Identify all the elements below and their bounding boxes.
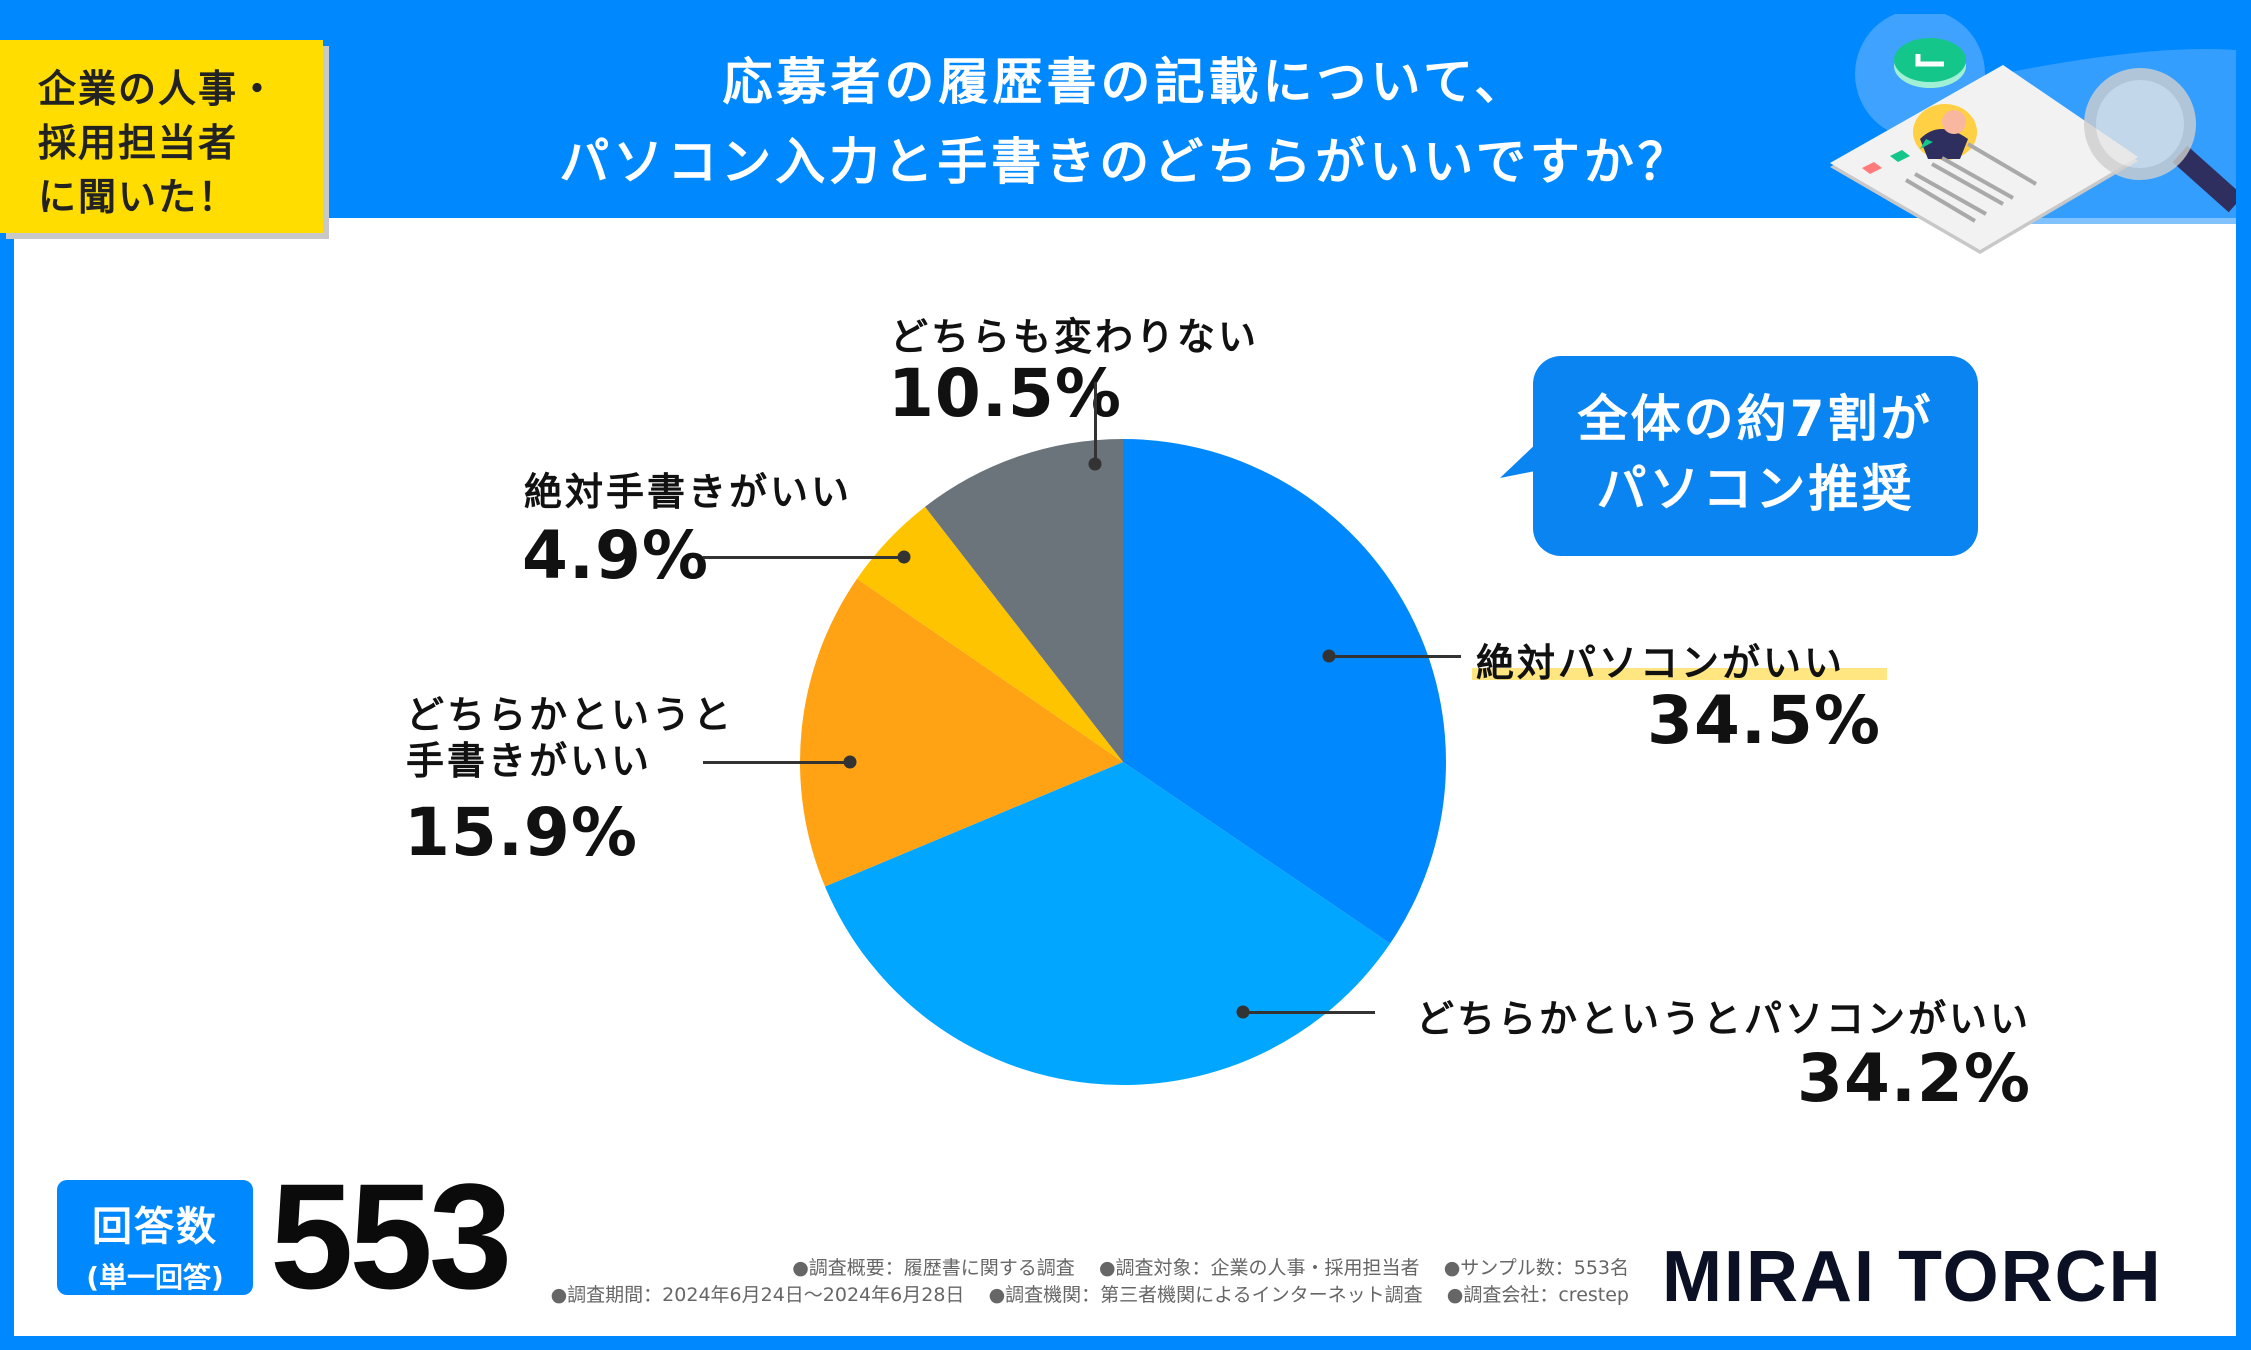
footer-item: ●調査概要：履歴書に関する調査	[792, 1257, 1075, 1279]
page-title-line1: 応募者の履歴書の記載について、	[722, 53, 1529, 111]
footer-item: ●調査会社：crestep	[1446, 1284, 1629, 1306]
pie-slice-0	[1123, 439, 1446, 944]
footer-item: ●サンプル数：553名	[1443, 1257, 1629, 1279]
pie-slice-4	[925, 439, 1123, 762]
value-rather-pc: 34.2%	[1797, 1040, 2031, 1117]
pie-slice-3	[856, 506, 1123, 762]
footer-item: ●調査機関：第三者機関によるインターネット調査	[988, 1284, 1423, 1306]
label-absolutely-handwritten: 絶対手書きがいい	[524, 470, 853, 514]
footer-line2: ●調査期間：2024年6月24日～2024年6月28日 ●調査機関：第三者機関に…	[551, 1280, 1629, 1307]
tag-line: に聞いた！	[38, 175, 239, 219]
callout-line1: 全体の約7割が	[1577, 390, 1934, 448]
label-no-difference: どちらも変わりない	[890, 315, 1260, 359]
leader-line	[1329, 655, 1461, 658]
footer-line1: ●調査概要：履歴書に関する調査 ●調査対象：企業の人事・採用担当者 ●サンプル数…	[792, 1253, 1629, 1280]
value-rather-handwritten: 15.9%	[404, 794, 638, 871]
leader-dot	[843, 755, 857, 769]
pie-slice-2	[800, 578, 1123, 887]
leader-dot	[1322, 649, 1336, 663]
footer-item: ●調査期間：2024年6月24日～2024年6月28日	[550, 1284, 965, 1306]
tag-line: 企業の人事・	[38, 67, 279, 111]
callout-tail	[1500, 440, 1540, 478]
leader-line	[1094, 382, 1097, 464]
callout-bubble: 全体の約7割が パソコン推奨	[1533, 356, 1978, 556]
leader-line	[703, 761, 850, 764]
label-rather-handwritten-1: どちらかというと 手書きがいい	[406, 693, 735, 783]
label-rather-pc: どちらかというとパソコンがいい	[1415, 997, 2031, 1041]
page-title-line2: パソコン入力と手書きのどちらがいいですか？	[559, 133, 1692, 191]
tag-line: 採用担当者	[38, 121, 239, 165]
leader-dot	[1236, 1005, 1250, 1019]
callout-line2: パソコン推奨	[1596, 460, 1915, 518]
pie-slice-1	[824, 762, 1391, 1085]
value-absolutely-pc: 34.5%	[1647, 682, 1881, 759]
responses-sublabel: (単一回答)	[86, 1261, 224, 1294]
leader-line	[1243, 1011, 1375, 1014]
label-absolutely-pc: 絶対パソコンがいい	[1476, 641, 1846, 685]
leader-line	[703, 556, 904, 559]
highlight-underline	[1472, 668, 1887, 680]
survey-target-tag: 企業の人事・ 採用担当者 に聞いた！	[0, 40, 323, 233]
value-absolutely-handwritten: 4.9%	[522, 517, 710, 594]
responses-badge: 回答数 (単一回答)	[57, 1180, 253, 1295]
leader-dot	[1088, 457, 1102, 471]
value-no-difference: 10.5%	[888, 355, 1122, 432]
responses-count: 553	[270, 1152, 512, 1320]
mirai-torch-logo: MIRAI TORCH	[1662, 1237, 2163, 1317]
footer-item: ●調査対象：企業の人事・採用担当者	[1098, 1257, 1420, 1279]
resume-illustration	[1830, 14, 2236, 254]
responses-label: 回答数	[92, 1204, 218, 1250]
leader-dot	[897, 550, 911, 564]
